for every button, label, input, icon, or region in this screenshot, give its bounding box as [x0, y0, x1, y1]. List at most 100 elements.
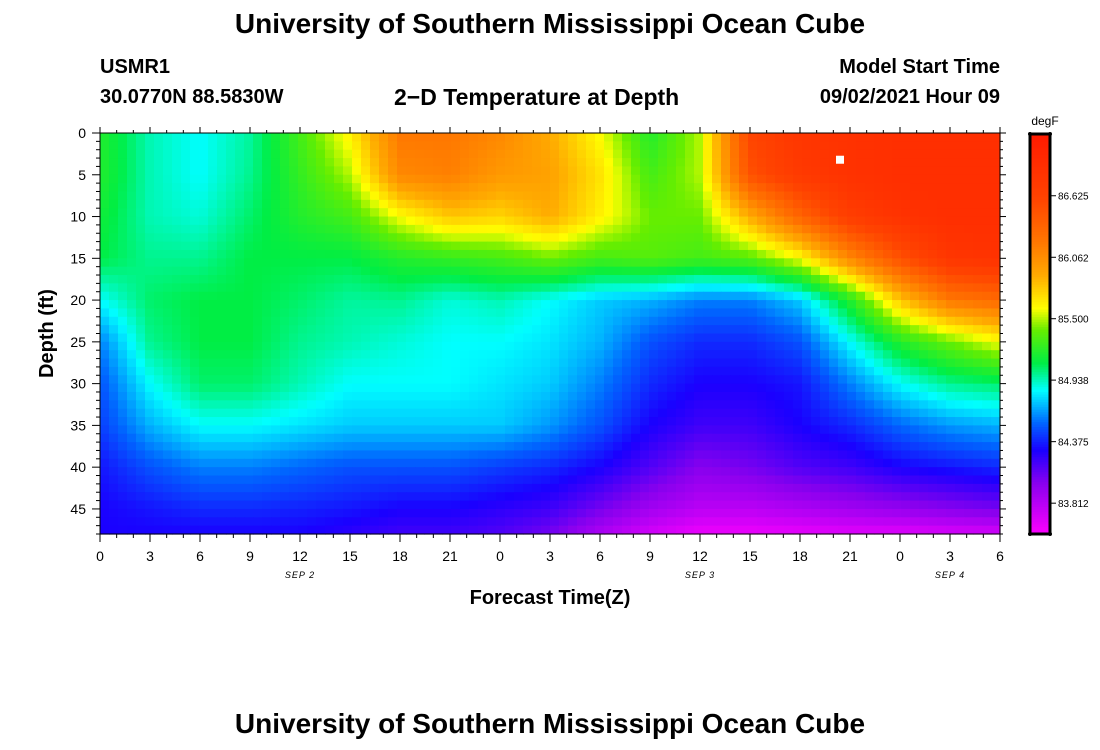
heat-cell	[640, 350, 650, 360]
heat-cell	[100, 133, 110, 142]
heat-cell	[226, 483, 236, 493]
heat-cell	[361, 275, 371, 284]
heat-cell	[217, 158, 227, 168]
heat-cell	[802, 199, 812, 209]
heat-cell	[829, 241, 839, 251]
heat-cell	[379, 458, 389, 468]
heat-cell	[100, 266, 110, 276]
heat-cell	[127, 191, 137, 201]
heat-cell	[892, 383, 902, 393]
heat-cell	[343, 266, 353, 276]
heat-cell	[838, 417, 848, 426]
heat-cell	[712, 316, 722, 326]
heat-cell	[982, 233, 992, 243]
heat-cell	[640, 450, 650, 460]
heat-cell	[595, 458, 605, 468]
heat-cell	[388, 266, 398, 276]
heat-cell	[829, 208, 839, 218]
heat-cell	[676, 467, 686, 477]
heat-cell	[667, 400, 677, 410]
heat-cell	[622, 241, 632, 251]
heat-cell	[307, 300, 317, 310]
heat-cell	[541, 233, 551, 243]
heat-cell	[658, 350, 668, 360]
heat-cell	[442, 300, 452, 310]
heat-cell	[748, 333, 758, 343]
heat-cell	[694, 166, 704, 176]
heat-cell	[127, 325, 137, 335]
heat-cell	[604, 249, 614, 259]
heat-cell	[739, 492, 749, 502]
heat-cell	[550, 174, 560, 184]
heat-cell	[577, 283, 587, 293]
heat-cell	[505, 283, 515, 293]
heat-cell	[478, 375, 488, 385]
heat-cell	[523, 475, 533, 485]
heat-cell	[640, 483, 650, 493]
heat-cell	[217, 249, 227, 259]
heat-cell	[352, 517, 362, 527]
heat-cell	[424, 483, 434, 493]
heat-cell	[973, 241, 983, 251]
heat-cell	[172, 417, 182, 426]
heat-cell	[802, 375, 812, 385]
heat-cell	[730, 300, 740, 310]
heat-cell	[118, 341, 128, 351]
heat-cell	[919, 241, 929, 251]
heat-cell	[397, 417, 407, 426]
heat-cell	[973, 291, 983, 301]
heat-cell	[424, 191, 434, 201]
heat-cell	[127, 199, 137, 209]
heat-cell	[523, 500, 533, 510]
heat-cell	[802, 458, 812, 468]
heat-cell	[982, 158, 992, 168]
heat-cell	[649, 391, 659, 401]
heat-cell	[370, 308, 380, 318]
heat-cell	[613, 408, 623, 418]
heat-cell	[694, 133, 704, 142]
heat-cell	[415, 492, 425, 502]
heat-cell	[955, 391, 965, 401]
heat-cell	[604, 133, 614, 142]
heat-cell	[541, 391, 551, 401]
heat-cell	[865, 341, 875, 351]
heat-cell	[505, 216, 515, 226]
heat-cell	[136, 275, 146, 284]
heat-cell	[802, 508, 812, 518]
heat-cell	[388, 224, 398, 234]
heat-cell	[208, 174, 218, 184]
heat-cell	[352, 400, 362, 410]
heat-cell	[127, 283, 137, 293]
heat-cell	[640, 341, 650, 351]
heat-cell	[235, 508, 245, 518]
heat-cell	[523, 525, 533, 535]
heat-cell	[802, 233, 812, 243]
heat-cell	[172, 483, 182, 493]
heat-cell	[793, 183, 803, 193]
heat-cell	[901, 224, 911, 234]
heat-cell	[892, 400, 902, 410]
heat-cell	[802, 517, 812, 527]
heat-cell	[100, 141, 110, 151]
heat-cell	[955, 400, 965, 410]
heat-cell	[622, 191, 632, 201]
heat-cell	[586, 191, 596, 201]
heat-cell	[109, 358, 119, 368]
heat-cell	[253, 325, 263, 335]
heat-cell	[370, 149, 380, 159]
heat-cell	[541, 483, 551, 493]
heat-cell	[451, 483, 461, 493]
heat-cell	[892, 216, 902, 226]
heat-cell	[595, 391, 605, 401]
heat-cell	[118, 408, 128, 418]
heat-cell	[622, 249, 632, 259]
heat-cell	[739, 275, 749, 284]
heat-cell	[505, 291, 515, 301]
heat-cell	[469, 166, 479, 176]
heat-cell	[361, 333, 371, 343]
heat-cell	[406, 233, 416, 243]
heat-cell	[631, 300, 641, 310]
heat-cell	[766, 341, 776, 351]
heat-cell	[451, 133, 461, 142]
heat-cell	[613, 224, 623, 234]
